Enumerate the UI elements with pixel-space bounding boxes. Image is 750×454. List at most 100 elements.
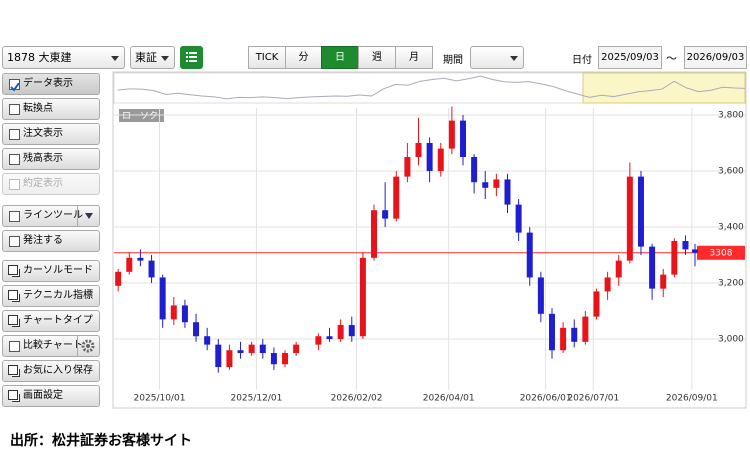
checkbox	[9, 341, 20, 352]
candle-body	[404, 157, 411, 177]
last-price-tag	[697, 245, 745, 260]
candle-body	[348, 325, 355, 337]
date-separator: ～	[666, 52, 677, 65]
candle-body	[259, 344, 266, 354]
candle-body	[671, 241, 678, 275]
y-tick-label: 3,200	[718, 279, 744, 289]
sidebar-button[interactable]: 転換点	[2, 98, 100, 120]
candle-body	[515, 204, 522, 233]
dropdown-button[interactable]	[77, 206, 99, 226]
period-select[interactable]	[470, 46, 524, 69]
candle-body	[393, 176, 400, 219]
source-footer: 出所：松井証券お客様サイト	[10, 433, 192, 449]
checkbox	[9, 236, 20, 247]
candle-body	[248, 344, 255, 354]
gear-button[interactable]	[77, 336, 99, 356]
candle-body	[637, 176, 644, 247]
x-tick-label: 2026/07/01	[567, 394, 619, 404]
candle-body	[115, 271, 122, 286]
sidebar-button[interactable]: 発注する	[2, 230, 100, 252]
sidebar-button[interactable]: 比較チャート	[2, 335, 100, 357]
candle-body	[593, 291, 600, 317]
x-tick-label: 2025/10/01	[134, 394, 186, 404]
navigator-line	[117, 75, 746, 100]
window-icon	[8, 265, 18, 275]
candle-body	[371, 210, 378, 258]
sidebar-button[interactable]: 画面設定	[2, 385, 100, 407]
sidebar-button[interactable]: 注文表示	[2, 123, 100, 145]
candle-body	[682, 241, 689, 250]
gear-icon	[81, 339, 95, 353]
y-tick-label: 3,800	[718, 111, 744, 121]
window-icon	[8, 315, 18, 325]
candle-body	[460, 120, 466, 158]
list-button[interactable]	[180, 46, 203, 69]
candle-body	[359, 257, 366, 337]
candle-body	[537, 277, 544, 314]
y-tick-label: 3,600	[718, 167, 744, 177]
last-price-label: 3308	[710, 248, 733, 258]
candle-body	[626, 176, 633, 261]
button-label: 注文表示	[23, 128, 63, 139]
sidebar-button[interactable]: ラインツール	[2, 205, 100, 227]
sidebar-button[interactable]: お気に入り保存	[2, 360, 100, 382]
period-tab[interactable]: 日	[321, 46, 359, 69]
period-tab[interactable]: 週	[358, 46, 396, 69]
button-label: カーソルモード	[23, 265, 93, 276]
checkbox	[9, 79, 20, 92]
check-mark	[10, 82, 20, 92]
sidebar-button[interactable]: データ表示	[2, 73, 100, 95]
button-label: チャートタイプ	[23, 315, 93, 326]
window-icon	[8, 390, 18, 400]
period-tab[interactable]: 月	[395, 46, 433, 69]
sidebar-button[interactable]: カーソルモード	[2, 260, 100, 282]
candle-body	[270, 353, 277, 365]
period-tab[interactable]: TICK	[248, 46, 286, 69]
button-label: お気に入り保存	[23, 365, 93, 376]
chart-frame	[112, 71, 747, 409]
candle-body	[326, 336, 333, 340]
candle-body	[426, 143, 433, 172]
sidebar-button: 約定表示	[2, 173, 100, 195]
window-icon	[8, 290, 18, 300]
candle-body	[415, 143, 422, 158]
candle-body	[315, 336, 322, 345]
period-label: 期間	[443, 55, 463, 66]
candle-body	[170, 305, 177, 320]
candle-body	[204, 336, 211, 345]
candle-body	[226, 350, 233, 368]
market-select[interactable]: 東証	[130, 46, 175, 69]
checkbox	[9, 104, 20, 115]
y-tick-label: 3,400	[718, 223, 744, 233]
candle-body	[126, 257, 133, 272]
button-label: テクニカル指標	[23, 290, 93, 301]
candle-body	[560, 327, 567, 351]
button-label: 転換点	[23, 103, 53, 114]
sidebar-button[interactable]: 残高表示	[2, 148, 100, 170]
button-label: 比較チャート	[23, 340, 83, 351]
candle-body	[382, 210, 389, 219]
candle-body	[193, 322, 200, 337]
window-icon	[8, 365, 18, 375]
date-to[interactable]: 2026/09/03	[684, 46, 747, 69]
sidebar-button[interactable]: チャートタイプ	[2, 310, 100, 332]
list-icon	[186, 52, 197, 62]
candle-body	[148, 260, 155, 278]
stock-select[interactable]: 1878 大東建	[2, 46, 125, 69]
sidebar-button[interactable]: テクニカル指標	[2, 285, 100, 307]
chart: ローソク 3,000 3,200 3,400 3,600 3,800 2025/10/01…	[112, 71, 747, 409]
checkbox	[9, 129, 20, 140]
date-from[interactable]: 2025/09/03	[598, 46, 662, 69]
candle-body	[237, 350, 244, 354]
candle-body	[471, 157, 478, 183]
x-tick-label: 2026/04/01	[423, 394, 475, 404]
candle-body	[649, 246, 656, 289]
x-tick-label: 2026/06/01	[520, 394, 572, 404]
candle-body	[437, 148, 444, 172]
candle-body	[337, 325, 344, 340]
candle-body	[692, 249, 698, 253]
candle-body	[504, 179, 511, 205]
period-tab[interactable]: 分	[285, 46, 322, 69]
candle-body	[493, 179, 500, 188]
